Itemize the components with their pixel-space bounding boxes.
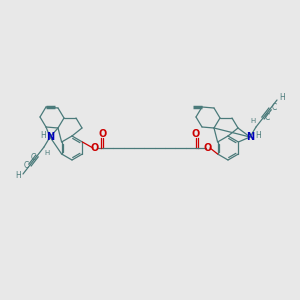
Text: O: O [91,143,99,153]
Text: H: H [44,150,50,156]
Text: N: N [246,132,254,142]
Text: C: C [264,112,270,122]
Text: O: O [204,143,212,153]
Text: H: H [15,172,21,181]
Text: O: O [192,129,200,139]
Text: H: H [279,94,285,103]
Text: C: C [272,103,277,112]
Text: C: C [23,161,28,170]
Text: H: H [40,131,46,140]
Text: C: C [30,152,36,161]
Text: H: H [250,118,256,124]
Text: N: N [46,132,54,142]
Text: H: H [255,131,261,140]
Text: O: O [99,129,107,139]
